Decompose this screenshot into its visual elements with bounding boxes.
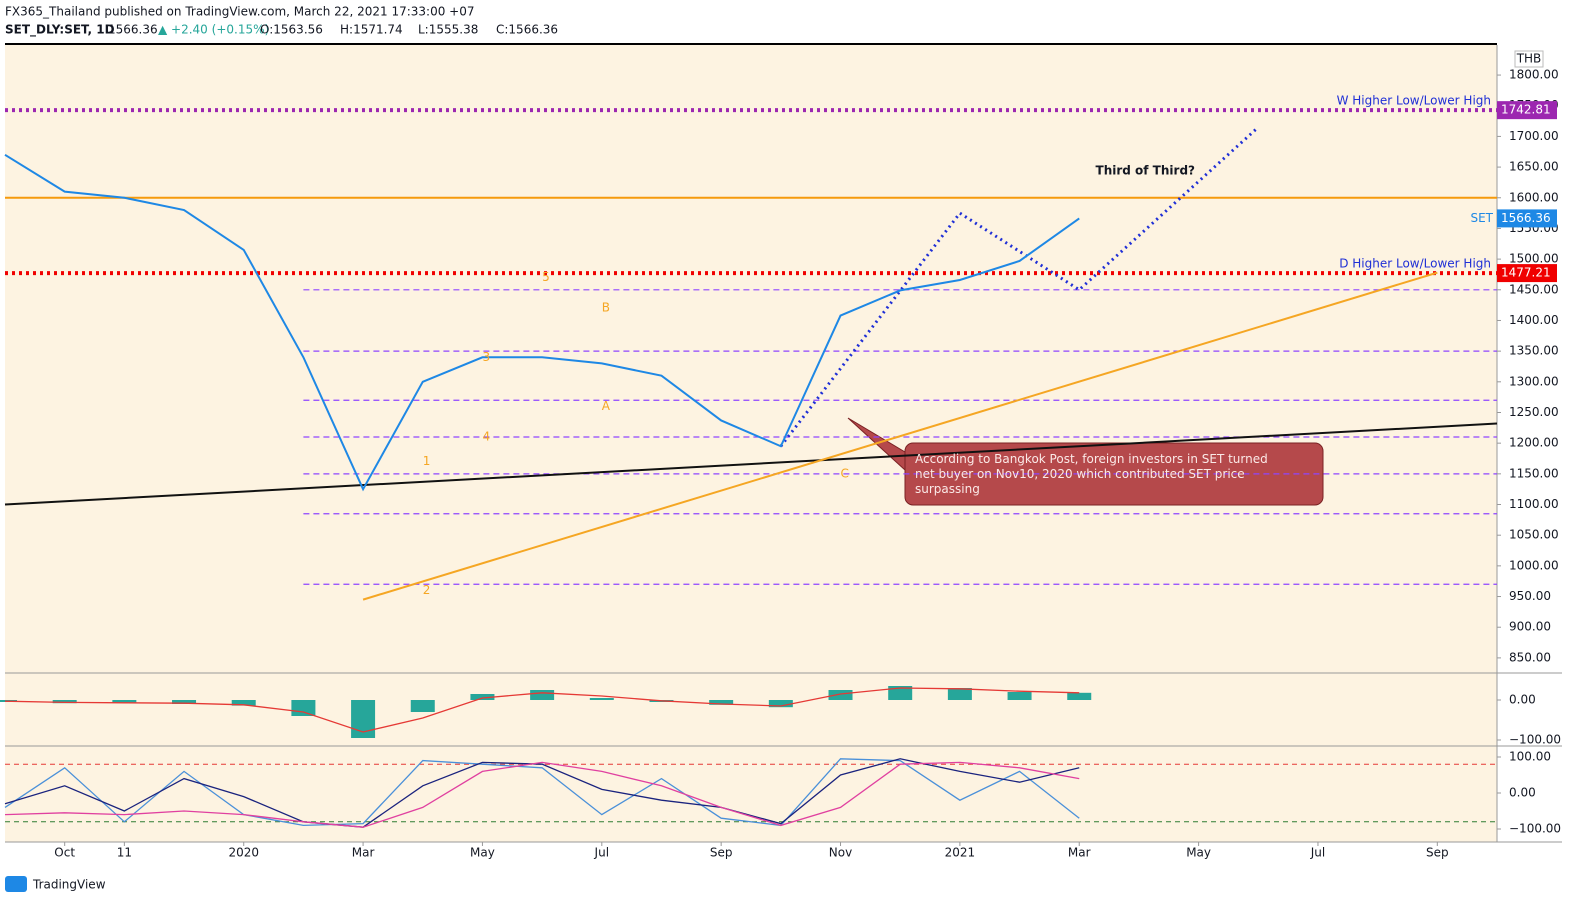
high: H:1571.74 xyxy=(340,23,403,37)
histogram-bar xyxy=(410,700,435,712)
series-line xyxy=(4,761,1080,828)
y-tick-label: 1700.00 xyxy=(1509,129,1559,143)
y-tick-label: 1500.00 xyxy=(1509,252,1559,266)
y-tick-label: 1650.00 xyxy=(1509,160,1559,174)
wave-label: C xyxy=(841,466,849,480)
histogram-bar xyxy=(888,686,913,700)
annotation-line: net buyer on Nov10, 2020 which contribut… xyxy=(915,467,1245,481)
x-tick-label: Sep xyxy=(710,846,733,860)
last-price: 1566.36 xyxy=(108,23,158,37)
wave-label: A xyxy=(602,399,611,413)
x-tick-label: 2021 xyxy=(945,846,976,860)
x-tick-label: 2020 xyxy=(228,846,259,860)
annotation-line: surpassing xyxy=(915,482,980,496)
publish-info: FX365_Thailand published on TradingView.… xyxy=(5,5,474,19)
wave-label: 2 xyxy=(423,583,431,597)
histogram-bar xyxy=(709,700,734,705)
trendline xyxy=(362,271,1438,601)
y-tick-label: 850.00 xyxy=(1509,650,1551,664)
x-tick-label: Nov xyxy=(829,846,852,860)
histogram-bar xyxy=(1067,692,1092,700)
y-tick-label: 1600.00 xyxy=(1509,190,1559,204)
series-line xyxy=(4,758,1080,827)
series-line xyxy=(4,758,1080,828)
y-tick-label: 950.00 xyxy=(1509,589,1551,603)
histogram-bar xyxy=(828,690,853,700)
histogram-bar xyxy=(947,688,972,700)
price-tag: 1742.81 xyxy=(1501,103,1551,117)
histogram-bar xyxy=(231,700,256,706)
price-tag-name: SET xyxy=(1470,211,1493,225)
y-tick-label: 1100.00 xyxy=(1509,497,1559,511)
y-tick-label: 1200.00 xyxy=(1509,436,1559,450)
symbol: SET_DLY:SET, 1D xyxy=(5,23,115,38)
level-label: W Higher Low/Lower High xyxy=(1337,94,1491,108)
price-tag-box xyxy=(1497,101,1557,120)
histogram-bar xyxy=(172,700,197,704)
close: C:1566.36 xyxy=(496,23,558,37)
x-tick-label: Oct xyxy=(54,846,75,860)
wave-label: 4 xyxy=(482,430,490,444)
histogram-bar xyxy=(470,694,495,700)
x-tick-label: May xyxy=(470,846,495,860)
y-tick-label: 100.00 xyxy=(1509,750,1551,764)
x-tick-label: Sep xyxy=(1426,846,1449,860)
change: ▲ +2.40 (+0.15%) xyxy=(158,23,269,37)
price-tag-box xyxy=(1497,264,1557,283)
y-tick-label: 1150.00 xyxy=(1509,466,1559,480)
series-line xyxy=(4,153,1080,492)
logo xyxy=(5,876,27,892)
x-tick-label: 11 xyxy=(117,846,132,860)
histogram-bar xyxy=(52,700,77,704)
histogram-bar xyxy=(530,690,555,700)
y-tick-label: 0.00 xyxy=(1509,786,1536,800)
y-tick-label: −100.00 xyxy=(1509,822,1561,836)
level-label: D Higher Low/Lower High xyxy=(1339,257,1491,271)
price-tag: 1477.21 xyxy=(1501,266,1551,280)
x-tick-label: Jul xyxy=(1310,846,1325,860)
annotation-line: According to Bangkok Post, foreign inves… xyxy=(915,452,1268,466)
y-tick-label: 1400.00 xyxy=(1509,313,1559,327)
note-title: Third of Third? xyxy=(1096,164,1196,178)
wave-label: 5 xyxy=(542,270,550,284)
y-tick-label: −100.00 xyxy=(1509,733,1561,747)
x-tick-label: Jul xyxy=(594,846,609,860)
y-tick-label: 1000.00 xyxy=(1509,558,1559,572)
y-tick-label: 1300.00 xyxy=(1509,374,1559,388)
y-tick-label: 1800.00 xyxy=(1509,68,1559,82)
low: L:1555.38 xyxy=(418,23,478,37)
footer-brand: TradingView xyxy=(32,878,106,892)
wave-label: B xyxy=(602,301,610,315)
x-tick-label: May xyxy=(1186,846,1211,860)
histogram-bar xyxy=(112,700,137,703)
wave-label: 3 xyxy=(482,350,490,364)
y-tick-label: 1250.00 xyxy=(1509,405,1559,419)
y-tick-label: 1050.00 xyxy=(1509,528,1559,542)
price-tag-box xyxy=(1497,209,1557,228)
histogram-bar xyxy=(291,700,316,716)
trendline xyxy=(4,422,1498,506)
annotation-text: According to Bangkok Post, foreign inves… xyxy=(915,452,1268,496)
currency-box xyxy=(1514,50,1544,68)
y-tick-label: 0.00 xyxy=(1509,693,1536,707)
y-tick-label: 1450.00 xyxy=(1509,282,1559,296)
wave-label: 1 xyxy=(423,454,431,468)
histogram-bar xyxy=(1007,692,1032,700)
y-tick-label: 900.00 xyxy=(1509,620,1551,634)
histogram-bar xyxy=(589,698,614,700)
histogram-bar xyxy=(768,700,793,708)
x-tick-label: Mar xyxy=(352,846,375,860)
open: O:1563.56 xyxy=(260,23,323,37)
price-tag: 1566.36 xyxy=(1501,211,1551,225)
y-tick-label: 1350.00 xyxy=(1509,344,1559,358)
x-tick-label: Mar xyxy=(1068,846,1091,860)
series-line xyxy=(4,687,1080,733)
currency: THB xyxy=(1516,52,1542,66)
